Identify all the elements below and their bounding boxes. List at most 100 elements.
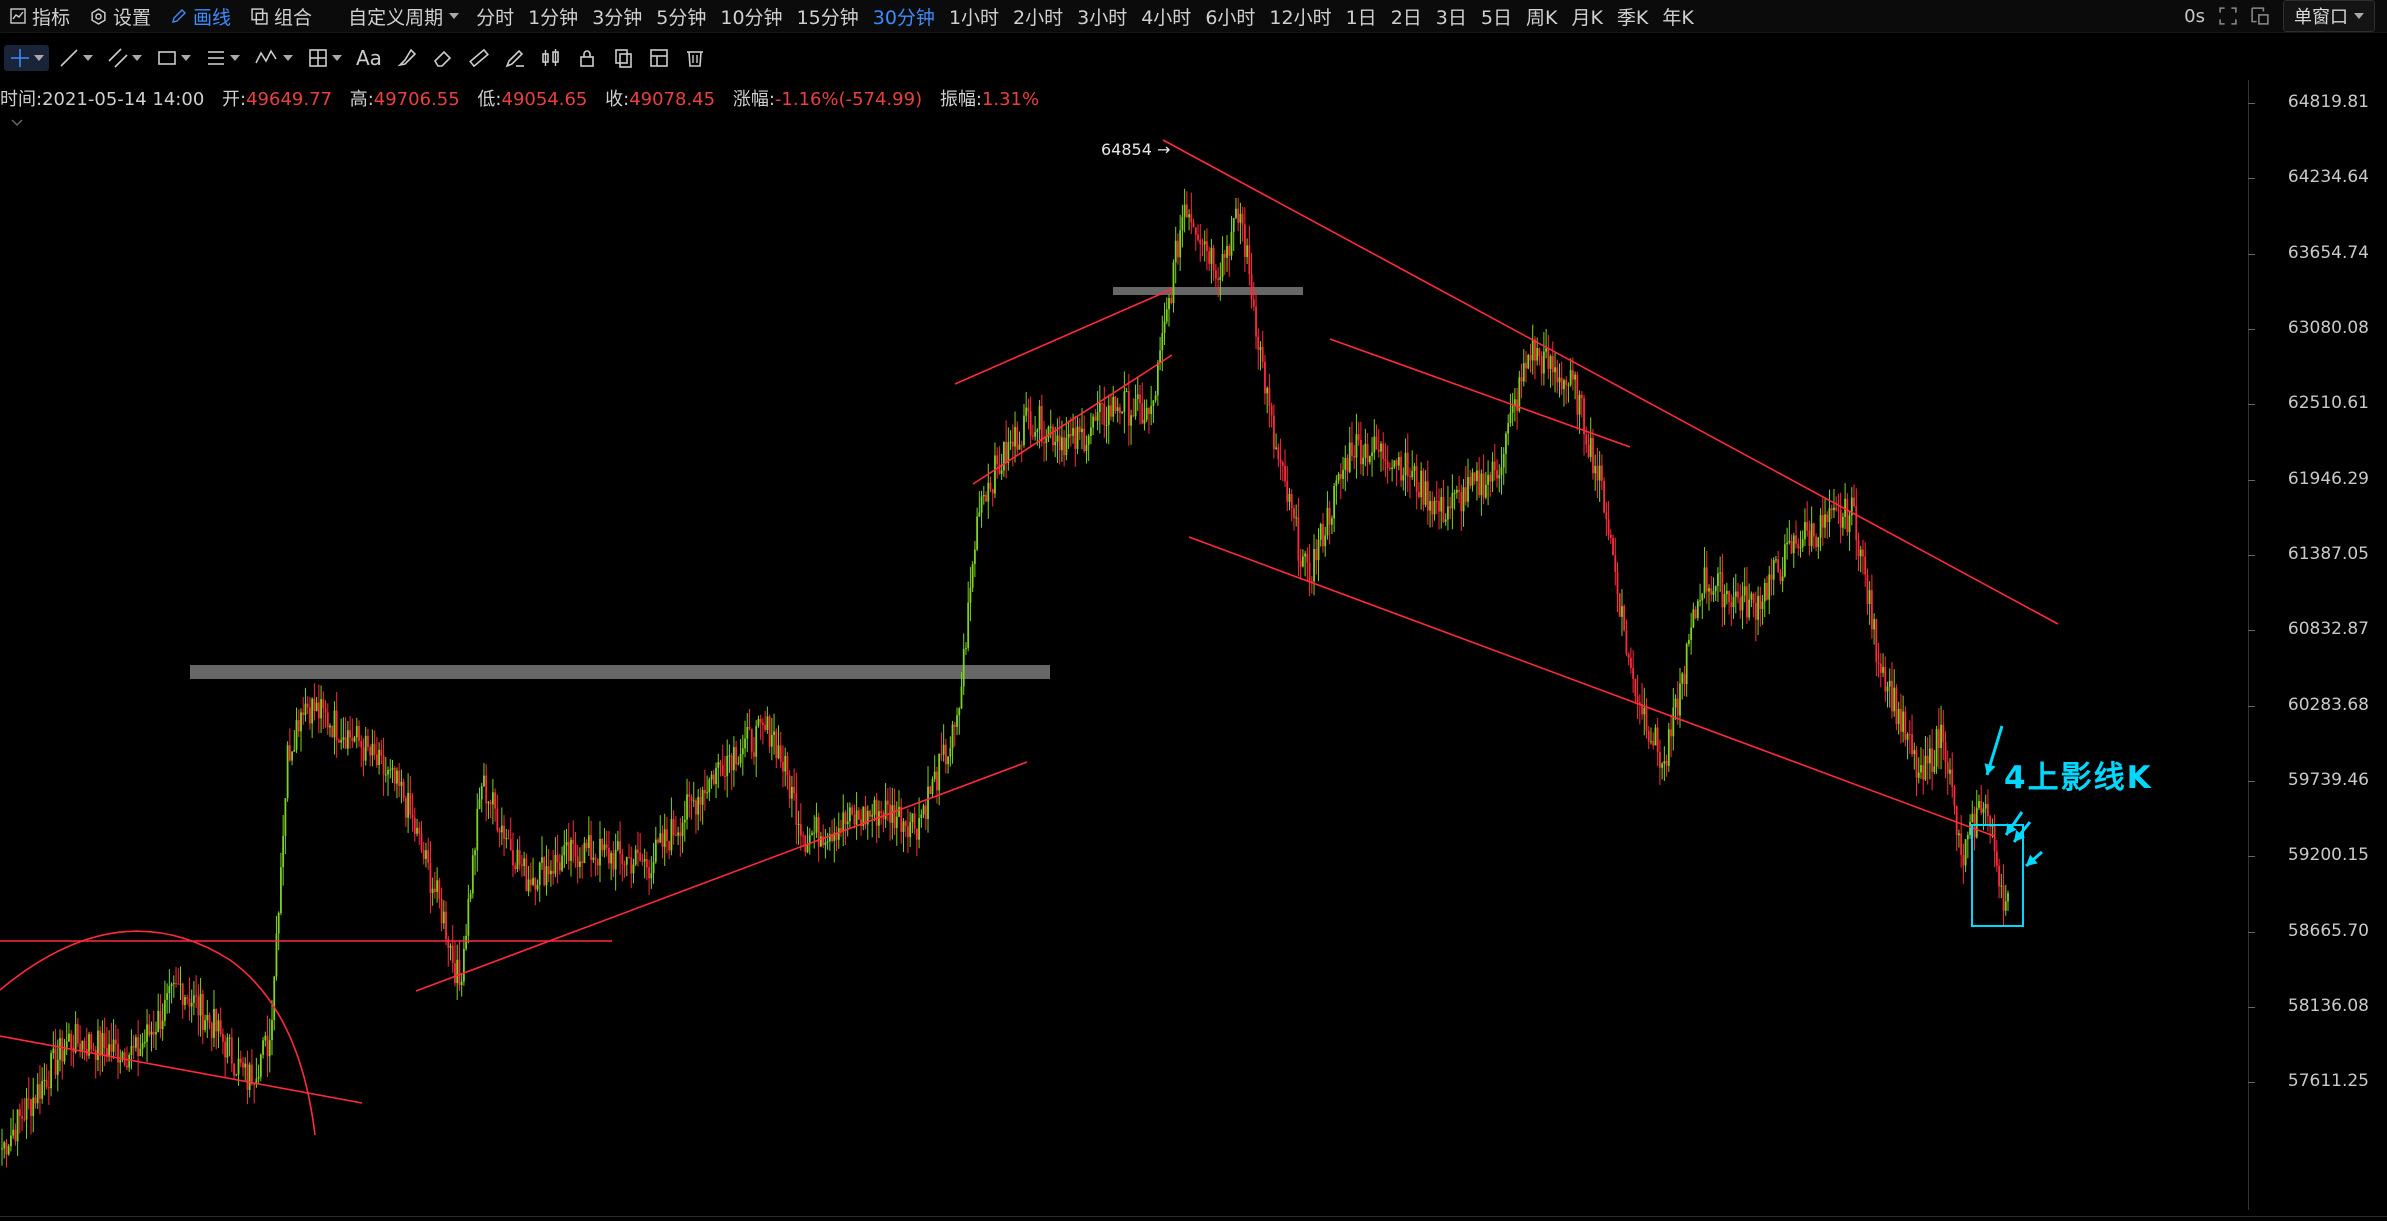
candle-body [1143,419,1146,424]
candle-body [1418,491,1420,498]
indicators-button[interactable]: 指标 [0,0,80,32]
period-tab[interactable]: 周K [1525,6,1558,29]
candle-body [1025,407,1028,416]
candle-body [1351,442,1353,456]
period-tab[interactable]: 1小时 [948,6,1000,29]
wave-tool[interactable] [249,45,298,71]
period-tab[interactable]: 1日 [1345,6,1377,29]
candle-body [645,858,648,868]
period-tab[interactable]: 3日 [1435,6,1467,29]
candle-body [1929,748,1931,764]
trendline-tool[interactable] [53,45,98,71]
chevron-down-icon[interactable] [10,118,24,128]
period-tab[interactable]: 季K [1616,6,1649,29]
candle-body [204,1020,206,1031]
period-tab[interactable]: 年K [1662,6,1694,29]
candle-body [1052,426,1054,446]
delete-drawings-tool[interactable] [679,45,711,71]
price-axis-label: 59200.15 [2287,845,2369,866]
candle-body [1663,761,1666,764]
period-tab[interactable]: 1分钟 [528,6,579,29]
lock-tool[interactable] [571,45,603,71]
candle-body [411,814,414,818]
candle-body [849,807,851,822]
trendline [1162,139,2059,625]
candle-icon [542,49,559,66]
candle-body [1402,475,1405,481]
draw-button[interactable]: 画线 [161,0,241,32]
candle-body [795,793,798,825]
fullscreen-icon[interactable] [2219,7,2237,25]
text-tool[interactable]: Aa [351,44,387,72]
fibonacci-tool[interactable] [200,45,245,71]
custom-period-dropdown[interactable]: 自定义周期 [338,0,469,32]
period-tab[interactable]: 2小时 [1013,6,1064,29]
candle-body [1313,549,1315,582]
eraser-tool[interactable] [427,45,459,71]
period-tab[interactable]: 月K [1571,6,1603,29]
candle-body [1545,348,1548,352]
period-tab[interactable]: 3小时 [1077,6,1128,29]
period-tab[interactable]: 6小时 [1205,6,1256,29]
eraser-icon [433,50,452,67]
candle-body [1183,204,1186,217]
high-label: 高: [349,89,374,110]
candle-body [1261,347,1264,362]
copy-tool[interactable] [607,45,639,71]
period-tab[interactable]: 3分钟 [592,6,643,29]
custom-period-label: 自定义周期 [348,6,444,29]
candle-body [1384,458,1387,462]
candle-body [663,829,666,847]
price-axis[interactable]: 64819.81 64234.64 63654.74 63080.08 62510.61… [2248,80,2387,1210]
period-tab[interactable]: 5分钟 [656,6,707,29]
screenshot-icon[interactable] [2251,7,2269,25]
candle-body [1337,473,1340,481]
candle-body [1915,750,1918,778]
period-tab[interactable]: 5日 [1480,6,1512,29]
window-mode-select[interactable]: 单窗口 [2283,0,2375,32]
period-tab[interactable]: 分时 [476,6,515,29]
rectangle-tool[interactable] [151,45,196,71]
candle-body [1879,663,1882,673]
period-tab[interactable]: 4小时 [1141,6,1192,29]
measure-tool[interactable] [302,45,347,71]
candle-body [181,983,184,1006]
ruler-tool[interactable] [463,45,495,71]
candle-body [1712,591,1715,595]
candle-body [349,730,351,738]
period-tab[interactable]: 2日 [1390,6,1422,29]
candlestick-chart[interactable] [0,80,2248,1215]
combine-button[interactable]: 组合 [241,0,322,32]
window-mode-label: 单窗口 [2294,7,2348,28]
candle-body [367,735,369,748]
period-tab[interactable]: 15分钟 [796,6,859,29]
candle-body [1752,593,1755,603]
brush-tool[interactable] [391,45,423,71]
candle-body [1665,761,1668,766]
pen-tool[interactable] [499,45,531,71]
candle-body [420,833,423,851]
candle-body [320,699,322,719]
candle-body [507,838,510,840]
period-tab[interactable]: 10分钟 [720,6,783,29]
candle-body [161,1020,164,1030]
candle-body [1768,574,1771,600]
crosshair-tool[interactable] [4,45,49,71]
template-tool[interactable] [643,45,675,71]
period-tab[interactable]: 12小时 [1269,6,1332,29]
period-tab[interactable]: 30分钟 [872,6,935,29]
candle-body [1132,415,1135,417]
candle-body [605,844,608,848]
candle-body [1438,501,1440,512]
parallel-channel-tool[interactable] [102,45,147,71]
candle-body [1029,411,1032,436]
candle-body [371,743,374,756]
candle-body [587,835,590,848]
candle-body [1603,480,1606,513]
candle-body [65,1041,68,1050]
candle-body [1969,821,1971,835]
settings-button[interactable]: 设置 [80,0,161,32]
candle-body [1964,839,1967,866]
candle-body [980,496,983,513]
candle-pattern-tool[interactable] [535,45,567,71]
